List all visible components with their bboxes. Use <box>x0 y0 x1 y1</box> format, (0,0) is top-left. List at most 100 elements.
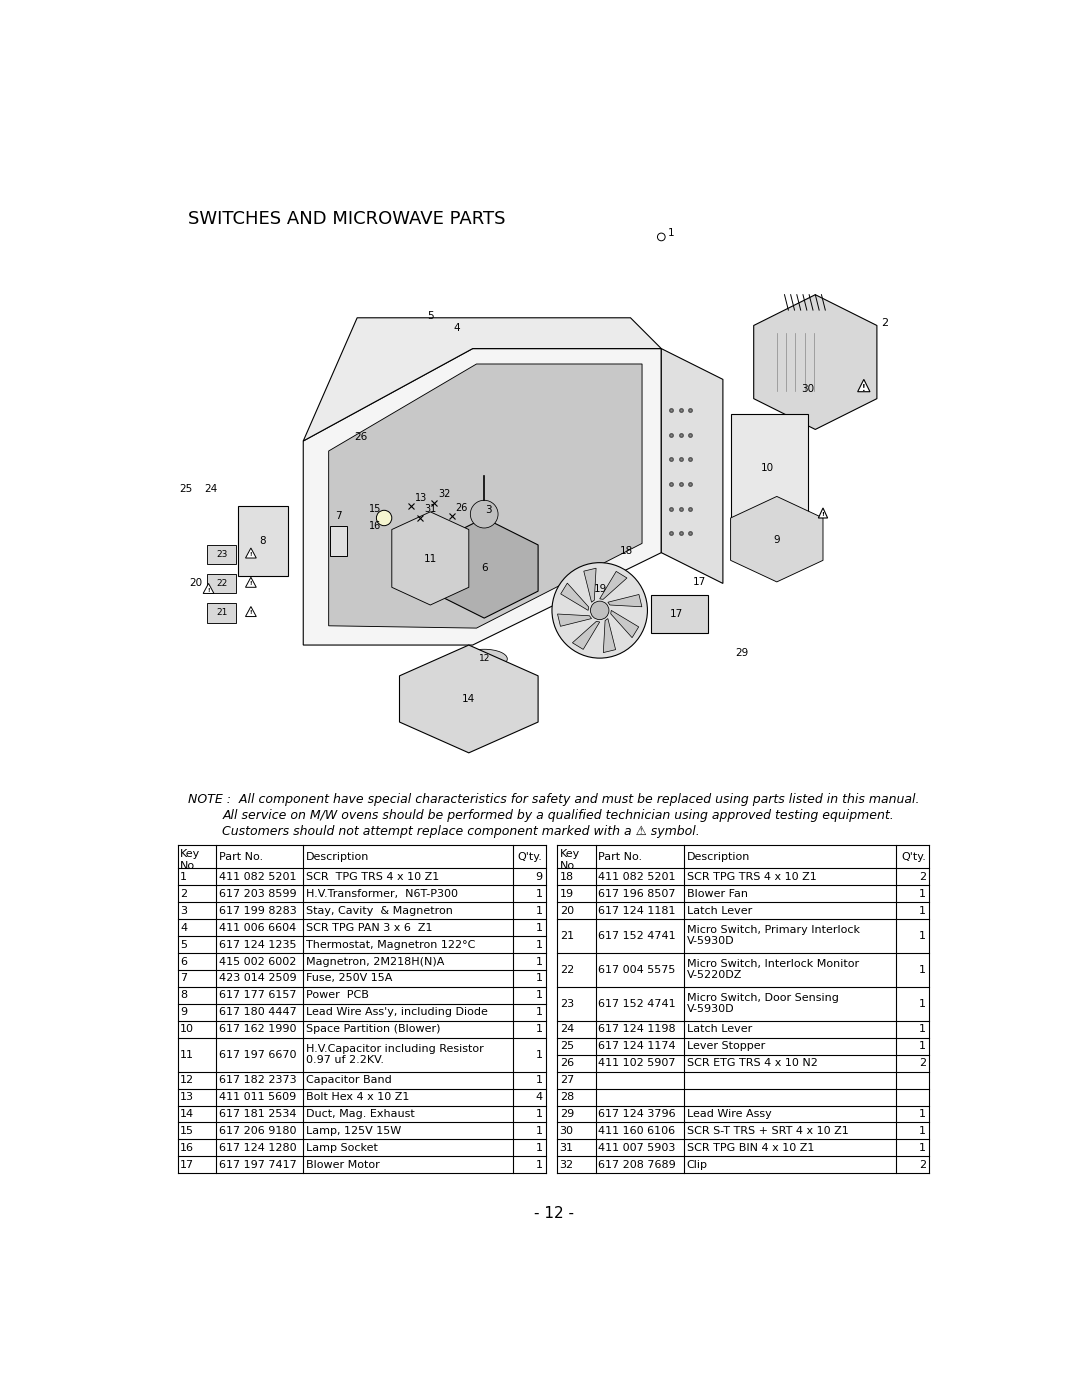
Text: SCR TPG BIN 4 x 10 Z1: SCR TPG BIN 4 x 10 Z1 <box>687 1143 814 1153</box>
Bar <box>238 507 288 576</box>
Text: 617 124 1174: 617 124 1174 <box>598 1041 676 1051</box>
Text: 2: 2 <box>180 888 187 898</box>
Text: Clip: Clip <box>687 1160 707 1169</box>
Text: 16: 16 <box>368 521 381 531</box>
Text: 1: 1 <box>536 940 543 950</box>
Polygon shape <box>604 619 616 652</box>
Polygon shape <box>392 511 469 605</box>
Text: 2: 2 <box>919 872 927 882</box>
Polygon shape <box>245 606 256 616</box>
Polygon shape <box>572 622 599 650</box>
Text: 1: 1 <box>919 1143 927 1153</box>
Text: 11: 11 <box>180 1049 194 1060</box>
Text: 29: 29 <box>559 1109 573 1119</box>
Text: 26: 26 <box>354 432 367 441</box>
Text: 27: 27 <box>559 1076 573 1085</box>
Text: 617 004 5575: 617 004 5575 <box>598 965 675 975</box>
Text: Micro Switch, Door Sensing: Micro Switch, Door Sensing <box>687 993 838 1003</box>
Text: 17: 17 <box>693 577 706 587</box>
Text: Key
No.: Key No. <box>180 849 200 872</box>
Polygon shape <box>203 584 214 594</box>
Text: 9: 9 <box>773 535 780 545</box>
Text: Space Partition (Blower): Space Partition (Blower) <box>306 1024 440 1034</box>
Text: 617 203 8599: 617 203 8599 <box>218 888 296 898</box>
Text: 1: 1 <box>919 1041 927 1051</box>
Text: 411 006 6604: 411 006 6604 <box>218 922 296 933</box>
Polygon shape <box>754 295 877 429</box>
Text: 617 124 1280: 617 124 1280 <box>218 1143 296 1153</box>
Text: 1: 1 <box>919 1109 927 1119</box>
Text: 22: 22 <box>559 965 573 975</box>
Text: Lamp, 125V 15W: Lamp, 125V 15W <box>306 1126 401 1136</box>
Text: 411 160 6106: 411 160 6106 <box>598 1126 675 1136</box>
Text: 1: 1 <box>536 1049 543 1060</box>
Polygon shape <box>599 571 627 599</box>
Text: NOTE :  All component have special characteristics for safety and must be replac: NOTE : All component have special charac… <box>188 793 919 806</box>
Text: 11: 11 <box>423 553 437 564</box>
Circle shape <box>591 601 609 620</box>
Polygon shape <box>328 365 642 629</box>
Text: 423 014 2509: 423 014 2509 <box>218 974 296 983</box>
Bar <box>207 604 237 623</box>
Text: 31: 31 <box>424 504 436 514</box>
Text: 617 152 4741: 617 152 4741 <box>598 930 676 942</box>
Text: 20: 20 <box>189 578 202 588</box>
Text: 18: 18 <box>620 546 633 556</box>
Text: V-5930D: V-5930D <box>687 936 734 946</box>
Text: 1: 1 <box>536 990 543 1000</box>
Text: Magnetron, 2M218H(N)A: Magnetron, 2M218H(N)A <box>306 957 444 967</box>
Text: Lever Stopper: Lever Stopper <box>687 1041 765 1051</box>
Text: 617 124 1181: 617 124 1181 <box>598 905 676 915</box>
Text: 31: 31 <box>559 1143 573 1153</box>
Circle shape <box>552 563 647 658</box>
Text: 10: 10 <box>761 462 774 474</box>
Text: H.V.Transformer,  N6T-P300: H.V.Transformer, N6T-P300 <box>306 888 458 898</box>
Text: 15: 15 <box>180 1126 194 1136</box>
Text: 10: 10 <box>180 1024 194 1034</box>
Text: All service on M/W ovens should be performed by a qualified technician using app: All service on M/W ovens should be perfo… <box>222 809 894 821</box>
Text: 25: 25 <box>559 1041 573 1051</box>
Text: Latch Lever: Latch Lever <box>687 1024 752 1034</box>
Text: !: ! <box>207 588 210 592</box>
Text: Q'ty.: Q'ty. <box>902 852 927 862</box>
Text: 1: 1 <box>180 872 187 882</box>
Text: 617 162 1990: 617 162 1990 <box>218 1024 296 1034</box>
Polygon shape <box>610 610 638 637</box>
Text: 1: 1 <box>536 1143 543 1153</box>
Text: 1: 1 <box>536 1076 543 1085</box>
Text: 4: 4 <box>536 1092 543 1102</box>
Text: 30: 30 <box>801 384 814 394</box>
Text: 7: 7 <box>336 511 342 521</box>
Bar <box>730 414 808 529</box>
Text: Micro Switch, Primary Interlock: Micro Switch, Primary Interlock <box>687 925 860 936</box>
Text: !: ! <box>862 384 866 393</box>
Text: Blower Motor: Blower Motor <box>306 1160 379 1169</box>
Text: 0.97 uf 2.2KV.: 0.97 uf 2.2KV. <box>306 1055 383 1065</box>
Text: 19: 19 <box>594 584 607 594</box>
Text: Power  PCB: Power PCB <box>306 990 368 1000</box>
Polygon shape <box>661 349 723 584</box>
Text: Lamp Socket: Lamp Socket <box>306 1143 377 1153</box>
Text: 2: 2 <box>919 1160 927 1169</box>
Polygon shape <box>245 548 256 557</box>
Text: 17: 17 <box>180 1160 194 1169</box>
Text: Stay, Cavity  & Magnetron: Stay, Cavity & Magnetron <box>306 905 453 915</box>
Text: SCR TPG PAN 3 x 6  Z1: SCR TPG PAN 3 x 6 Z1 <box>306 922 432 933</box>
Text: 617 181 2534: 617 181 2534 <box>218 1109 296 1119</box>
Text: 28: 28 <box>559 1092 573 1102</box>
Text: 1: 1 <box>536 922 543 933</box>
Text: 24: 24 <box>559 1024 573 1034</box>
Polygon shape <box>303 349 661 645</box>
Bar <box>207 574 237 594</box>
Text: 26: 26 <box>456 503 468 513</box>
Text: 411 102 5907: 411 102 5907 <box>598 1058 676 1069</box>
Text: 21: 21 <box>216 608 227 617</box>
Polygon shape <box>608 595 642 606</box>
Text: Description: Description <box>306 852 369 862</box>
Text: 411 011 5609: 411 011 5609 <box>218 1092 296 1102</box>
Polygon shape <box>245 577 256 587</box>
Text: 1: 1 <box>536 905 543 915</box>
Text: 15: 15 <box>368 504 381 514</box>
Text: 29: 29 <box>735 648 748 658</box>
Text: 5: 5 <box>180 940 187 950</box>
